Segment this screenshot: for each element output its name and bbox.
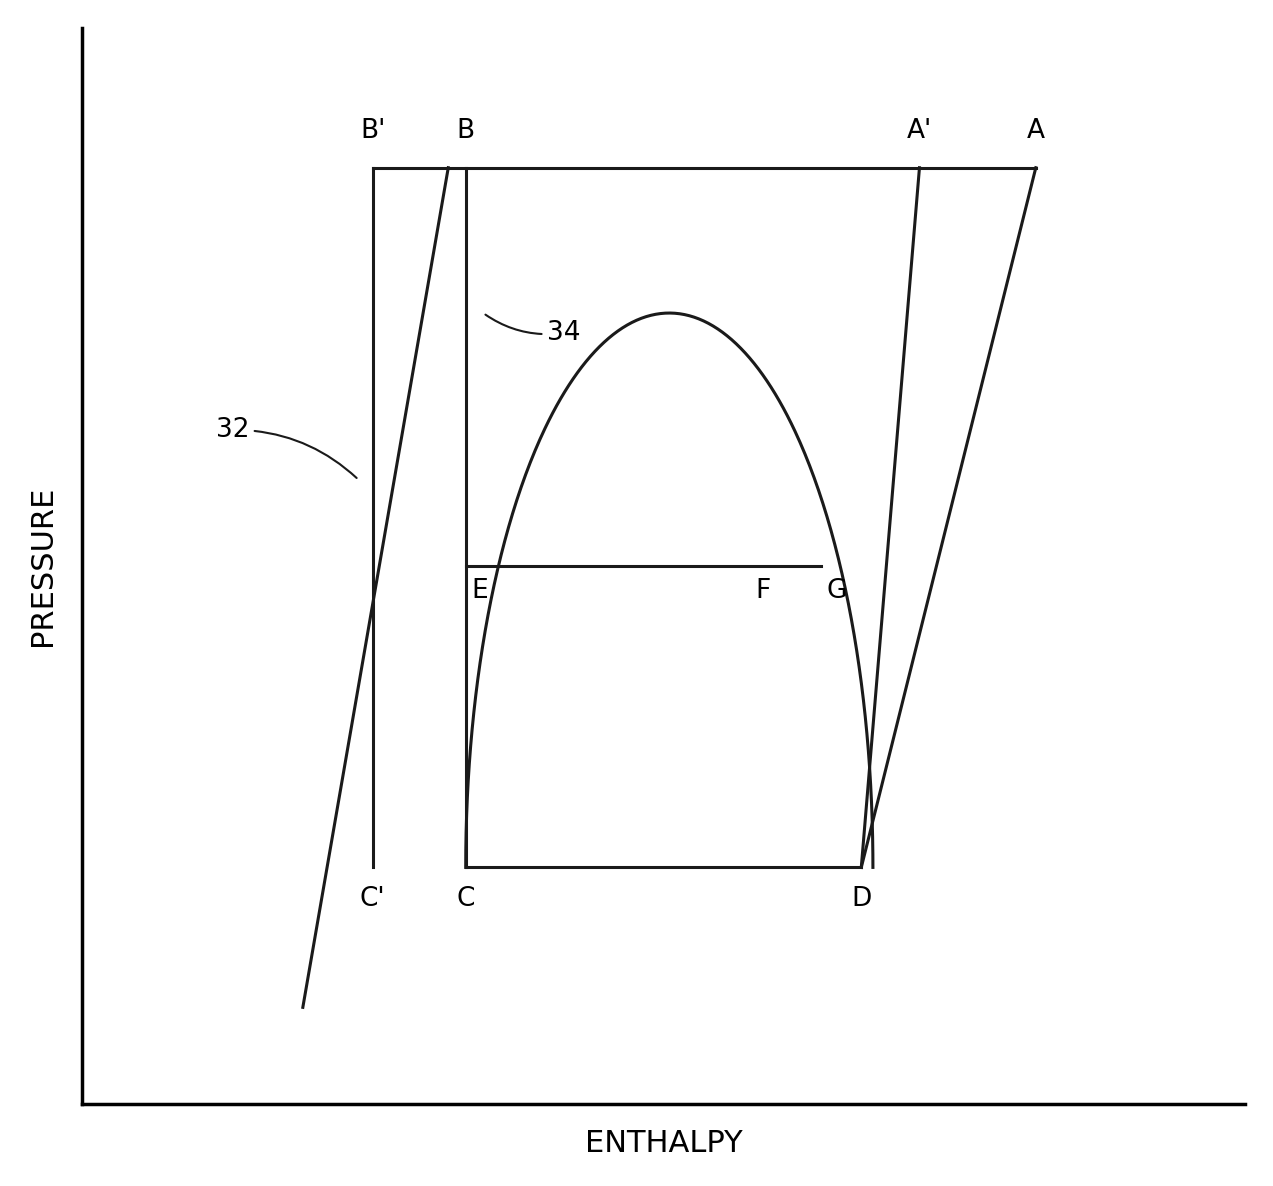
Text: G: G — [826, 578, 847, 604]
Text: A': A' — [906, 119, 932, 144]
Y-axis label: PRESSURE: PRESSURE — [28, 486, 57, 646]
X-axis label: ENTHALPY: ENTHALPY — [584, 1129, 742, 1159]
Text: B: B — [457, 119, 475, 144]
Text: C': C' — [360, 886, 386, 912]
Text: A: A — [1027, 119, 1045, 144]
Text: 32: 32 — [215, 416, 356, 478]
Text: 34: 34 — [485, 314, 580, 346]
Text: F: F — [755, 578, 770, 604]
Text: E: E — [471, 578, 488, 604]
Text: D: D — [852, 886, 872, 912]
Text: C: C — [457, 886, 475, 912]
Text: B': B' — [360, 119, 386, 144]
